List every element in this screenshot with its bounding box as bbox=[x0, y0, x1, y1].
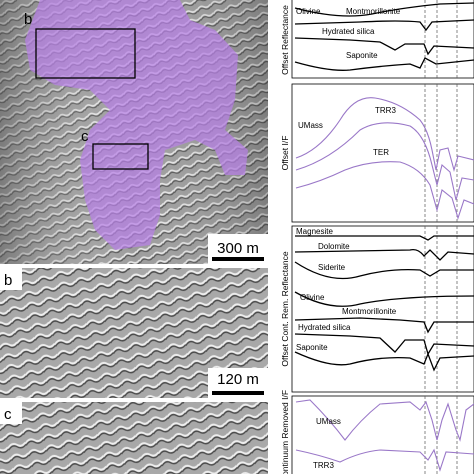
plot-2: Offset I/F UMass TRR3 TER bbox=[280, 83, 474, 223]
plot-3: Offset Cont. Rem. Reflectance Magnesite … bbox=[280, 225, 474, 393]
curve-label: TRR3 bbox=[313, 461, 334, 470]
curve-label: TRR3 bbox=[375, 106, 396, 115]
curve-label: Saponite bbox=[346, 51, 378, 60]
box-c bbox=[92, 143, 149, 170]
y-axis-label: Continuum Removed I/F bbox=[280, 390, 290, 474]
curve-label: TER bbox=[373, 148, 389, 157]
box-label: b bbox=[24, 11, 32, 28]
curve-label: Dolomite bbox=[318, 242, 350, 251]
box-label: c bbox=[81, 128, 89, 145]
panel-c: c bbox=[0, 402, 268, 474]
curve-label: Montmorillonite bbox=[346, 7, 401, 16]
panel-label: c bbox=[4, 406, 12, 423]
curve-label: Siderite bbox=[318, 263, 346, 272]
plot-4: Continuum Removed I/F UMass TRR3 bbox=[280, 390, 474, 474]
y-axis-label: Offset Cont. Rem. Reflectance bbox=[280, 251, 290, 366]
scale-label: 120 m bbox=[217, 371, 259, 388]
curve-label: UMass bbox=[298, 121, 323, 130]
y-axis-label: Offset Reflectance bbox=[280, 5, 290, 75]
scale-label: 300 m bbox=[217, 240, 259, 257]
panel-b: b 120 m bbox=[0, 268, 268, 398]
curve-label: Hydrated silica bbox=[322, 27, 375, 36]
curve-label: Olivine bbox=[300, 293, 325, 302]
y-axis-label: Offset I/F bbox=[280, 136, 290, 171]
image bbox=[0, 402, 268, 474]
box-b bbox=[35, 28, 136, 79]
curve-label: Magnesite bbox=[296, 227, 333, 236]
curve-label: Olivine bbox=[296, 7, 321, 16]
curve-label: UMass bbox=[316, 417, 341, 426]
curve-label: Hydrated silica bbox=[298, 323, 351, 332]
panel-a: b c 300 m bbox=[0, 0, 268, 264]
plot-1: Offset Reflectance Olivine Montmorilloni… bbox=[280, 0, 474, 79]
curve-label: Montmorillonite bbox=[342, 307, 397, 316]
panel-label: b bbox=[4, 272, 12, 289]
overlay bbox=[25, 0, 248, 250]
curve-label: Saponite bbox=[296, 343, 328, 352]
